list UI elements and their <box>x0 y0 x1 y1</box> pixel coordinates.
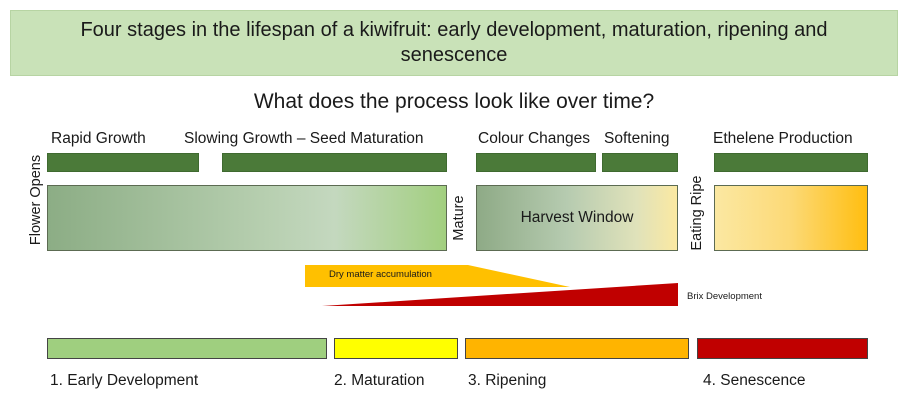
subtitle: What does the process look like over tim… <box>253 90 655 113</box>
stage-bar-ripening <box>465 338 689 359</box>
early-development-box <box>47 185 447 251</box>
brix-shape <box>322 283 678 306</box>
label-softening: Softening <box>604 130 670 147</box>
label-ethelene-production: Ethelene Production <box>713 130 853 147</box>
stage-bar-senescence <box>697 338 868 359</box>
stage-bar-maturation <box>334 338 458 359</box>
eating-ripe-box <box>714 185 868 251</box>
dry-matter-shape <box>305 265 570 287</box>
bar-slowing-growth <box>222 153 447 172</box>
dry-matter-label: Dry matter accumulation <box>329 269 432 280</box>
stage-label-ripening: 3. Ripening <box>468 372 547 389</box>
stage-label-senescence: 4. Senescence <box>703 372 806 389</box>
stage-label-early-development: 1. Early Development <box>50 372 199 389</box>
stage-label-maturation: 2. Maturation <box>334 372 425 389</box>
title-banner: Four stages in the lifespan of a kiwifru… <box>10 10 898 76</box>
brix-label: Brix Development <box>687 291 762 302</box>
label-slowing-growth: Slowing Growth – Seed Maturation <box>184 130 424 147</box>
harvest-window-box: Harvest Window <box>476 185 678 251</box>
bar-ethelene-production <box>714 153 868 172</box>
label-rapid-growth: Rapid Growth <box>51 130 146 147</box>
label-colour-changes: Colour Changes <box>478 130 591 147</box>
bar-rapid-growth <box>47 153 199 172</box>
stage-bar-early-development <box>47 338 327 359</box>
bar-softening <box>602 153 678 172</box>
title: Four stages in the lifespan of a kiwifru… <box>80 19 828 66</box>
harvest-window-label: Harvest Window <box>520 209 634 226</box>
bar-colour-changes <box>476 153 596 172</box>
